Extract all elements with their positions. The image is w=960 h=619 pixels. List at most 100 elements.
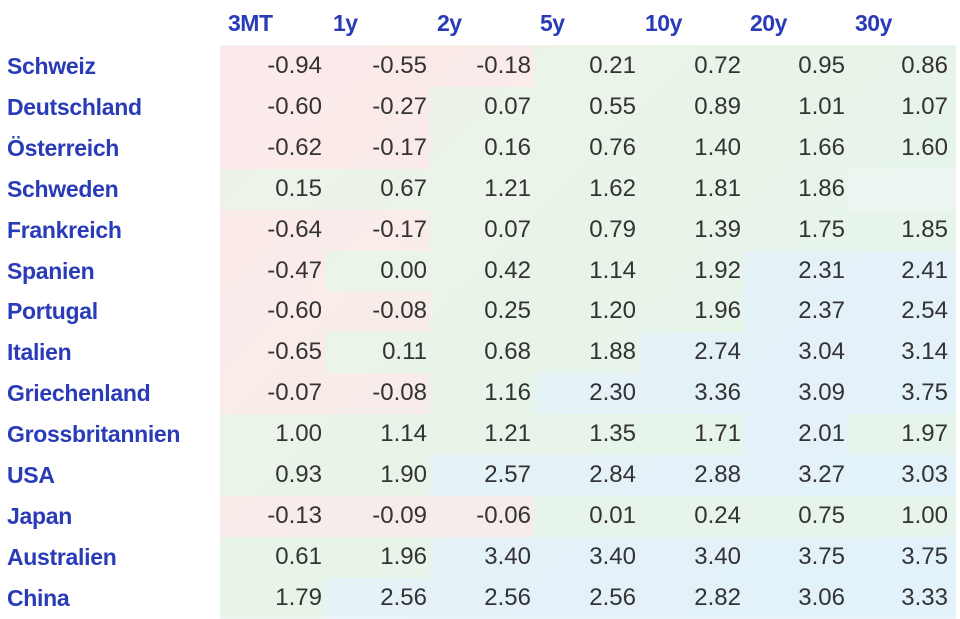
yield-value: 2.01 (798, 420, 845, 448)
cell-background (325, 86, 430, 128)
row-label: Japan (7, 502, 72, 529)
yield-value: 0.89 (694, 92, 741, 120)
yield-value: 0.61 (275, 542, 322, 570)
cell-background (639, 536, 744, 578)
cell-background (430, 209, 534, 251)
yield-value: 0.95 (798, 52, 845, 79)
cell-background (744, 577, 848, 619)
cell-background (325, 127, 430, 169)
yield-value: 2.31 (798, 256, 845, 284)
cell-background (848, 414, 956, 456)
yield-value: 0.55 (589, 92, 636, 120)
cell-background (430, 373, 534, 415)
cell-background (430, 86, 534, 128)
cell-background (220, 86, 325, 128)
cell-background (848, 291, 956, 333)
yield-value: 0.07 (484, 215, 531, 243)
yield-value: 3.27 (798, 461, 845, 488)
cell-background (534, 250, 639, 292)
yield-value: 0.00 (380, 256, 427, 284)
cell-background (639, 86, 744, 128)
cell-background (848, 46, 956, 87)
yield-value: 2.30 (589, 379, 636, 407)
row-label: Deutschland (7, 93, 142, 120)
yield-value: 1.60 (901, 133, 948, 161)
cell-background (639, 332, 744, 374)
yield-value: -0.62 (267, 133, 322, 161)
cell-background (325, 209, 430, 251)
yield-value: 1.40 (694, 133, 741, 161)
cell-background (639, 168, 744, 210)
cell-background (744, 168, 848, 210)
yield-value: 2.56 (589, 583, 636, 611)
yield-value: 3.40 (589, 542, 636, 570)
yield-value: -0.47 (267, 256, 322, 284)
cell-background (639, 209, 744, 251)
cell-background (220, 209, 325, 251)
cell-background (430, 250, 534, 292)
cell-background (534, 127, 639, 169)
yield-value: 0.76 (589, 133, 636, 161)
yield-value: 2.54 (901, 297, 948, 325)
yield-value: 1.39 (694, 215, 741, 243)
cell-background (744, 127, 848, 169)
cell-background (534, 373, 639, 415)
yield-value: 3.14 (901, 338, 948, 366)
cell-background (534, 536, 639, 578)
yield-value: 0.93 (275, 461, 322, 488)
yield-value: 0.16 (484, 133, 531, 161)
row-label: Österreich (7, 134, 120, 161)
cell-background (848, 577, 956, 619)
cell-background (848, 455, 956, 496)
cell-background (220, 414, 325, 456)
cell-background (744, 250, 848, 292)
yield-value: 1.00 (901, 501, 948, 529)
yield-value: -0.08 (372, 379, 427, 407)
cell-background (430, 332, 534, 374)
cell-background (639, 373, 744, 415)
yield-value: 1.71 (694, 420, 741, 448)
yield-value: 1.62 (589, 174, 636, 202)
cell-background (639, 455, 744, 496)
yield-value: -0.08 (372, 297, 427, 325)
column-header: 1y (333, 10, 358, 36)
cell-background (848, 209, 956, 251)
cell-background (639, 46, 744, 87)
cell-background (325, 373, 430, 415)
yield-value: 2.37 (798, 297, 845, 325)
cell-background (325, 46, 430, 87)
yield-value: 1.16 (484, 379, 531, 407)
yield-value: 0.24 (694, 501, 741, 529)
cell-background (848, 250, 956, 292)
yield-value: 0.07 (484, 92, 531, 120)
cell-background (220, 291, 325, 333)
cell-background (639, 291, 744, 333)
cell-background (325, 536, 430, 578)
yield-value: 1.66 (798, 133, 845, 161)
yield-value: 0.25 (484, 297, 531, 325)
cell-background (534, 86, 639, 128)
yield-value: 3.40 (694, 542, 741, 570)
column-header: 20y (750, 10, 787, 36)
cell-background (325, 495, 430, 537)
yield-value: 0.79 (589, 215, 636, 243)
cell-background (325, 577, 430, 619)
yield-value: 0.21 (589, 52, 636, 79)
cell-background (220, 455, 325, 496)
yield-value: 1.79 (275, 583, 322, 611)
yield-value: 3.33 (901, 583, 948, 611)
yield-value: 1.97 (901, 420, 948, 448)
yield-value: 1.90 (380, 461, 427, 488)
row-label: Schweiz (7, 53, 96, 79)
cell-background (744, 495, 848, 537)
cell-background (744, 536, 848, 578)
yield-value: 1.86 (798, 174, 845, 202)
yield-value: -0.64 (267, 215, 322, 243)
cell-background (639, 495, 744, 537)
cell-background (534, 168, 639, 210)
cell-background (744, 373, 848, 415)
yield-value: -0.65 (267, 338, 322, 366)
yield-value: 1.14 (589, 256, 636, 284)
row-label: Schweden (7, 175, 119, 202)
cell-background (639, 577, 744, 619)
